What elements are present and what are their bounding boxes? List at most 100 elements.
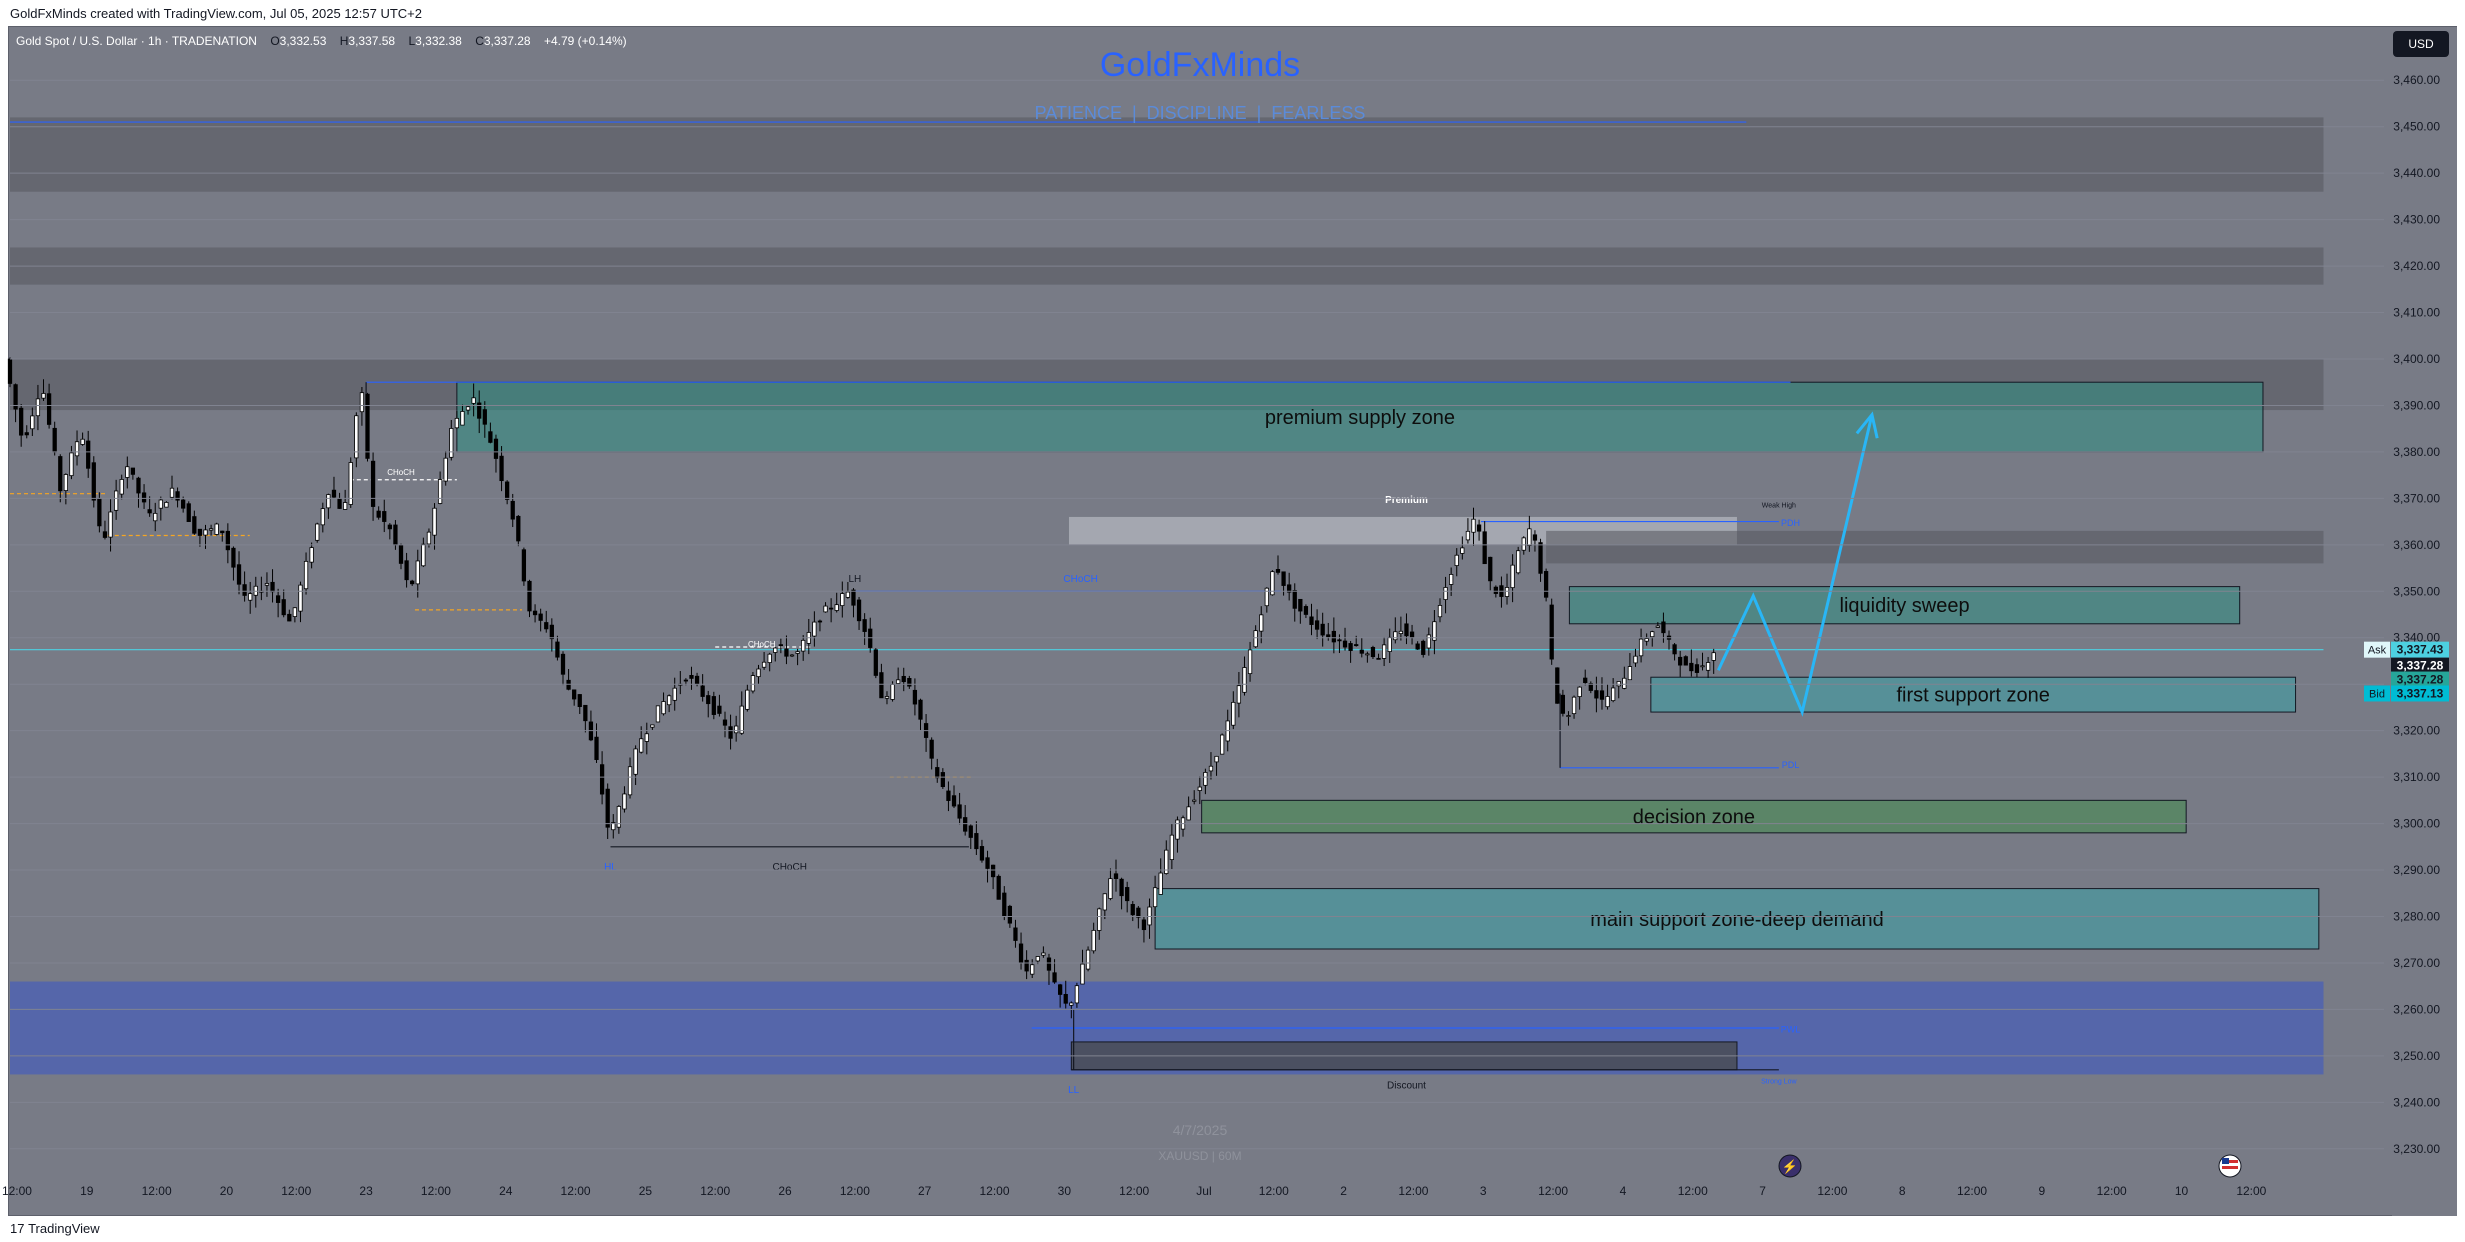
candle-down xyxy=(242,584,247,596)
candle-up xyxy=(248,593,253,601)
candle-up xyxy=(1236,685,1242,704)
candle-up xyxy=(1454,554,1459,566)
candle-up xyxy=(795,651,800,654)
candle-down xyxy=(594,736,599,760)
candle-down xyxy=(862,619,867,632)
price-tag-key-bg xyxy=(2364,685,2390,702)
candle-up xyxy=(633,748,638,775)
currency-button[interactable]: USD xyxy=(2393,31,2449,57)
candle-down xyxy=(488,431,493,443)
candle-down xyxy=(387,524,392,530)
date-watermark-caption: XAUUSD | 60M xyxy=(1158,1149,1241,1163)
candle-up xyxy=(69,452,74,477)
x-tick-label: 12:00 xyxy=(1678,1184,1708,1198)
y-tick-label: 3,430.00 xyxy=(2393,213,2440,227)
candle-down xyxy=(1583,677,1588,683)
tradingview-logo-mark: 17 xyxy=(10,1221,25,1236)
candle-down xyxy=(560,653,566,675)
candle-down xyxy=(1275,569,1281,573)
candle-down xyxy=(91,462,96,501)
candle-up xyxy=(1080,963,1085,985)
candle-down xyxy=(499,455,504,482)
candle-up xyxy=(326,494,331,509)
candle-down xyxy=(136,477,141,494)
projection-arrowhead xyxy=(1855,411,1879,439)
candle-down xyxy=(951,795,957,807)
candle-down xyxy=(828,607,834,610)
x-tick-label: 23 xyxy=(359,1184,373,1198)
x-tick-label: 24 xyxy=(499,1184,513,1198)
x-tick-label: 12:00 xyxy=(1817,1184,1847,1198)
annotation-label: PWL xyxy=(1781,1025,1801,1035)
y-tick-label: 3,250.00 xyxy=(2393,1049,2440,1063)
price-axis: 3,230.00 3,240.00 3,250.00 3,260.00 3,270.00… xyxy=(10,27,2457,1216)
candle-up xyxy=(1449,574,1454,585)
ohlc-legend: Gold Spot / U.S. Dollar · 1h · TRADENATI… xyxy=(16,34,627,48)
y-tick-label: 3,340.00 xyxy=(2393,631,2440,645)
candle-down xyxy=(281,599,286,616)
candle-up xyxy=(1247,649,1253,675)
candle-up xyxy=(1147,906,1152,926)
annotation-label: Weak High xyxy=(1762,503,1796,510)
candle-down xyxy=(544,622,549,630)
candle-up xyxy=(672,687,677,701)
tradingview-logo-text: TradingView xyxy=(28,1221,100,1236)
candle-up xyxy=(1627,666,1633,681)
candle-down xyxy=(1063,993,1068,1004)
price-axis-bg xyxy=(2392,27,2457,1216)
candle-down xyxy=(907,678,912,687)
y-tick-label: 3,460.00 xyxy=(2393,73,2440,87)
candle-down xyxy=(1404,623,1409,637)
candle-up xyxy=(1208,765,1214,772)
candle-up xyxy=(1504,587,1510,597)
legend-open: 3,332.53 xyxy=(280,34,327,48)
candle-up xyxy=(890,684,895,700)
y-tick-label: 3,270.00 xyxy=(2393,956,2440,970)
candle-up xyxy=(1197,786,1202,791)
candle-down xyxy=(1359,649,1364,654)
candle-down xyxy=(1594,690,1599,699)
gray-band-mid xyxy=(1546,530,2324,564)
candle-down xyxy=(19,407,24,436)
candle-up xyxy=(1365,653,1370,656)
event-icon-us-flag[interactable] xyxy=(2218,1154,2242,1178)
candle-down xyxy=(410,580,415,585)
event-icon-lightning[interactable]: ⚡ xyxy=(1778,1154,1802,1178)
candle-up xyxy=(1264,587,1269,607)
candle-up xyxy=(1398,630,1404,634)
candle-up xyxy=(1214,755,1219,763)
candle-down xyxy=(1125,887,1130,902)
price-tag-ask xyxy=(2391,641,2449,658)
y-tick-label: 3,280.00 xyxy=(2393,909,2440,923)
annotations-layer: Premium Discount LH CHoCH HL CHoCH LL CHoCH CHoC… xyxy=(387,468,1800,1163)
x-tick-label: 19 xyxy=(80,1184,94,1198)
candle-up xyxy=(1644,638,1649,642)
x-tick-label: 12:00 xyxy=(1398,1184,1428,1198)
candle-down xyxy=(186,503,191,522)
candle-down xyxy=(1007,905,1013,924)
candle-up xyxy=(1705,662,1711,671)
legend-low: 3,332.38 xyxy=(415,34,462,48)
candle-down xyxy=(935,767,940,779)
candle-up xyxy=(359,392,365,413)
candle-up xyxy=(1465,530,1471,541)
candle-down xyxy=(365,393,370,459)
candle-up xyxy=(1091,929,1096,952)
y-tick-label: 3,350.00 xyxy=(2393,584,2440,598)
candle-up xyxy=(1393,631,1398,641)
candle-up xyxy=(1437,605,1443,618)
candle-up xyxy=(63,474,68,491)
watermark-title: GoldFxMinds xyxy=(1100,46,1300,84)
candle-down xyxy=(510,500,515,520)
candle-up xyxy=(264,583,270,586)
candle-down xyxy=(1119,878,1124,897)
candle-up xyxy=(35,398,41,417)
candle-down xyxy=(1415,643,1420,650)
tradingview-logo[interactable]: 17 TradingView xyxy=(10,1221,100,1236)
x-tick-label: 12:00 xyxy=(561,1184,591,1198)
candle-down xyxy=(1303,606,1309,615)
candle-up xyxy=(164,502,169,508)
candle-down xyxy=(851,589,856,606)
candles-layer xyxy=(7,357,1716,1019)
